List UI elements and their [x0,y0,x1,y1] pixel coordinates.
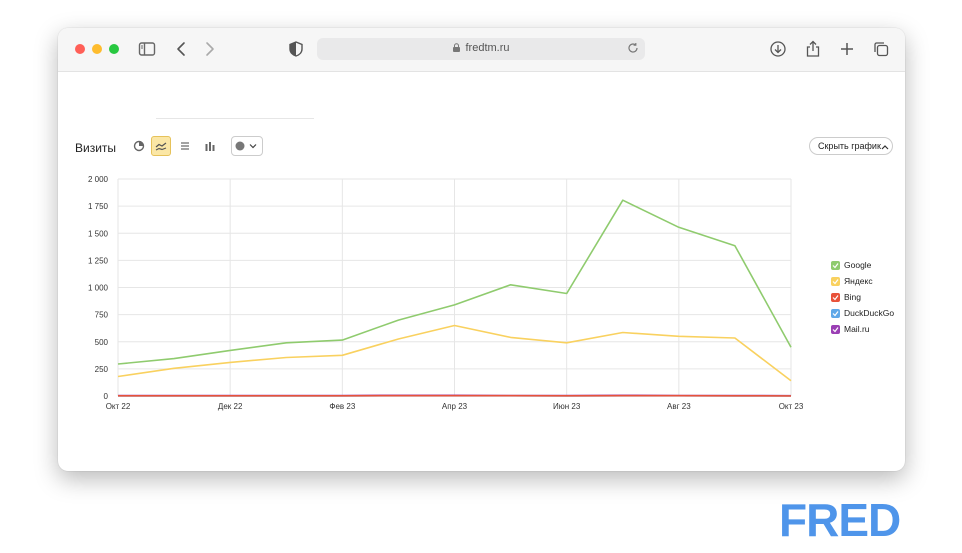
y-tick-label: 1 250 [88,256,109,265]
legend-label: DuckDuckGo [844,308,895,318]
zoom-window-button[interactable] [109,44,119,54]
url-display: fredtm.ru [317,42,645,54]
bar-chart-icon[interactable] [200,136,220,156]
visits-line-chart: 0 250 500 750 1 000 1 250 1 500 1 750 2 000 Окт 2… [88,175,804,411]
chevron-up-icon [881,145,889,150]
reload-icon[interactable] [627,42,639,54]
close-window-button[interactable] [75,44,85,54]
series-line-яндекс [117,324,792,382]
annotation-dropdown[interactable] [231,136,263,156]
browser-toolbar: fredtm.ru [58,28,905,72]
sidebar-icon[interactable] [138,40,156,58]
legend-checkbox[interactable] [831,309,840,318]
legend-label: Mail.ru [844,324,870,334]
legend-checkbox[interactable] [831,261,840,270]
report-title: Визиты [75,141,117,155]
legend-checkbox[interactable] [831,325,840,334]
hide-chart-button[interactable]: Скрыть график [809,137,893,155]
line-chart-icon[interactable] [151,136,171,156]
pie-chart-icon[interactable] [129,136,149,156]
minimize-window-button[interactable] [92,44,102,54]
x-tick-label: Фев 23 [329,402,355,411]
browser-window: fredtm.ru Визиты Ск [58,28,905,471]
lock-icon [453,43,461,52]
share-icon[interactable] [804,40,822,58]
stacked-chart-icon[interactable] [175,136,195,156]
url-text: fredtm.ru [465,42,510,54]
legend-label: Яндекс [844,276,873,286]
fred-watermark-logo: FRED [779,494,901,546]
hide-chart-label: Скрыть график [818,141,881,151]
address-bar[interactable]: fredtm.ru [317,38,645,60]
legend-label: Bing [844,292,862,302]
legend-checkbox[interactable] [831,293,840,302]
new-tab-icon[interactable] [838,40,856,58]
tab-underline-placeholder [156,118,314,119]
y-tick-label: 1 750 [88,202,109,211]
y-tick-label: 500 [95,338,109,347]
series-line-google [117,199,792,365]
y-tick-label: 250 [95,365,109,374]
download-icon[interactable] [769,40,787,58]
legend-label: Google [844,260,872,270]
y-tick-label: 2 000 [88,175,109,184]
y-tick-label: 1 500 [88,229,109,238]
y-tick-label: 1 000 [88,284,109,293]
y-tick-label: 750 [95,311,109,320]
y-tick-label: 0 [104,392,109,401]
x-tick-label: Окт 23 [779,402,804,411]
x-tick-label: Дек 22 [218,402,243,411]
x-tick-label: Июн 23 [553,402,581,411]
forward-icon[interactable] [200,40,218,58]
x-tick-label: Окт 22 [106,402,131,411]
x-tick-label: Апр 23 [442,402,468,411]
shield-icon[interactable] [287,40,305,58]
tabs-icon[interactable] [872,40,890,58]
x-tick-label: Авг 23 [667,402,691,411]
legend-checkbox[interactable] [831,277,840,286]
back-icon[interactable] [173,40,191,58]
